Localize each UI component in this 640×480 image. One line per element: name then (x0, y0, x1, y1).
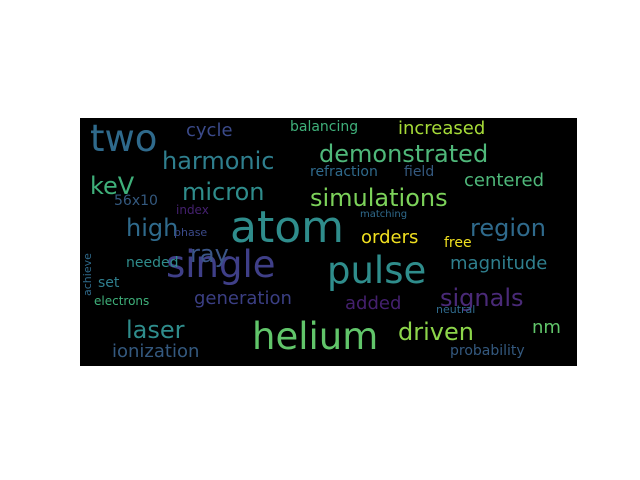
word-set: set (98, 275, 120, 291)
word-ionization: ionization (112, 341, 200, 362)
word-achieve: achieve (81, 253, 94, 296)
word-high: high (126, 214, 179, 242)
word-needed: needed (126, 255, 179, 271)
word-micron: micron (182, 178, 265, 206)
word-increased: increased (398, 118, 486, 139)
word-cloud: atom single pulse helium two demonstrate… (80, 118, 577, 366)
word-index: index (176, 203, 209, 217)
word-balancing: balancing (290, 119, 359, 135)
word-pulse: pulse (327, 249, 427, 292)
word-demonstrated: demonstrated (319, 140, 489, 168)
word-keV: keV (90, 172, 135, 200)
word-matching: matching (360, 209, 408, 220)
word-magnitude: magnitude (450, 253, 548, 274)
word-atom: atom (230, 202, 344, 253)
word-ray: ray (190, 240, 229, 268)
word-probability: probability (450, 343, 525, 359)
word-neutral: neutral (436, 303, 476, 316)
word-simulations: simulations (310, 184, 448, 212)
word-field: field (404, 164, 435, 180)
word-centered: centered (464, 170, 545, 191)
word-electrons: electrons (94, 294, 150, 308)
word-56x10: 56x10 (114, 193, 158, 209)
word-refraction: refraction (310, 164, 378, 180)
word-orders: orders (361, 227, 419, 248)
word-signals: signals (440, 284, 524, 312)
word-phase: phase (174, 226, 208, 239)
word-added: added (345, 293, 402, 314)
word-free: free (444, 235, 472, 251)
word-harmonic: harmonic (162, 147, 275, 175)
word-two: two (90, 118, 158, 160)
word-cycle: cycle (186, 120, 233, 141)
word-laser: laser (126, 316, 185, 344)
word-generation: generation (194, 288, 292, 309)
word-driven: driven (398, 318, 474, 346)
word-nm: nm (532, 317, 561, 338)
word-single: single (166, 243, 276, 286)
word-region: region (470, 214, 546, 242)
word-helium: helium (252, 315, 379, 358)
